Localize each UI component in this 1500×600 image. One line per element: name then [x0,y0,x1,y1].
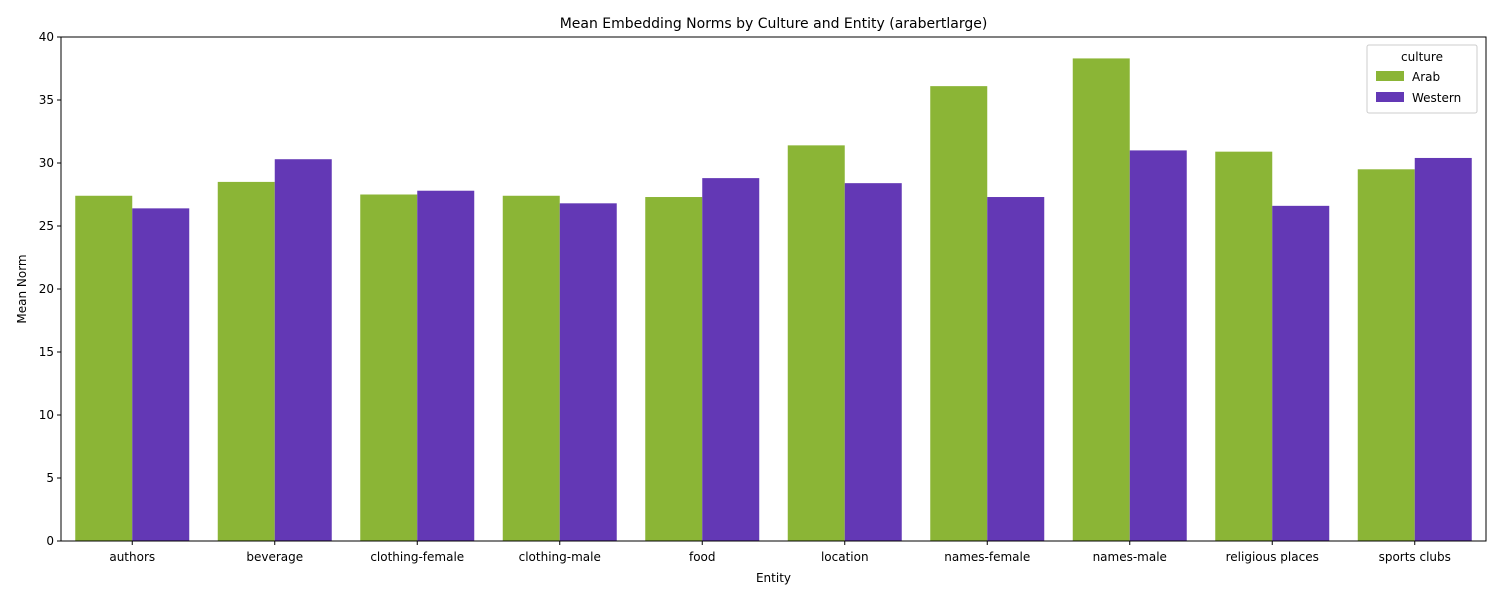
chart-title: Mean Embedding Norms by Culture and Enti… [560,16,988,32]
x-tick-label: sports clubs [1379,550,1451,564]
x-axis-label: Entity [756,571,791,585]
bar-western [274,159,332,541]
y-tick-label: 10 [39,408,54,422]
y-tick-label: 0 [46,534,54,548]
bar-arab [1072,58,1130,542]
bar-arab [75,195,133,541]
x-axis-ticks: authors beverage clothing-female clothing-m… [109,541,1451,564]
bar-western [559,203,617,541]
x-tick-label: authors [109,550,155,564]
legend-swatch-arab [1376,71,1404,81]
y-axis-ticks: 0 5 10 15 20 25 30 35 40 [39,30,61,548]
y-tick-label: 40 [39,30,54,44]
x-tick-label: names-female [944,550,1030,564]
bar-western [1272,205,1330,541]
bar-western [702,178,760,541]
x-tick-label: food [689,550,716,564]
y-tick-label: 5 [46,471,54,485]
x-tick-label: religious places [1226,550,1319,564]
bar-western [132,208,190,542]
bars [75,58,1472,542]
y-tick-label: 25 [39,219,54,233]
bar-western [417,190,475,541]
bar-arab [360,194,418,541]
bar-western [1414,157,1472,541]
legend-label-western: Western [1412,91,1461,105]
legend-swatch-western [1376,92,1404,102]
bar-arab [1215,151,1273,541]
x-tick-label: clothing-male [519,550,601,564]
legend-label-arab: Arab [1412,70,1440,84]
y-tick-label: 30 [39,156,54,170]
bar-arab [787,145,845,542]
bar-arab [645,197,703,541]
y-tick-label: 35 [39,93,54,107]
legend-title: culture [1401,50,1443,64]
y-tick-label: 20 [39,282,54,296]
bar-arab [1357,169,1415,542]
plot-frame [60,36,1487,542]
bar-arab [502,195,560,541]
x-tick-label: location [821,550,869,564]
x-tick-label: clothing-female [370,550,464,564]
bar-arab [217,181,275,541]
y-axis-label: Mean Norm [15,254,29,323]
bar-western [987,197,1045,541]
legend: culture Arab Western [1366,44,1478,114]
legend-items: Arab Western [1376,70,1461,105]
y-tick-label: 15 [39,345,54,359]
x-tick-label: names-male [1093,550,1167,564]
bar-arab [930,86,988,541]
bar-western [1129,150,1187,541]
bar-western [844,183,902,541]
x-tick-label: beverage [246,550,303,564]
